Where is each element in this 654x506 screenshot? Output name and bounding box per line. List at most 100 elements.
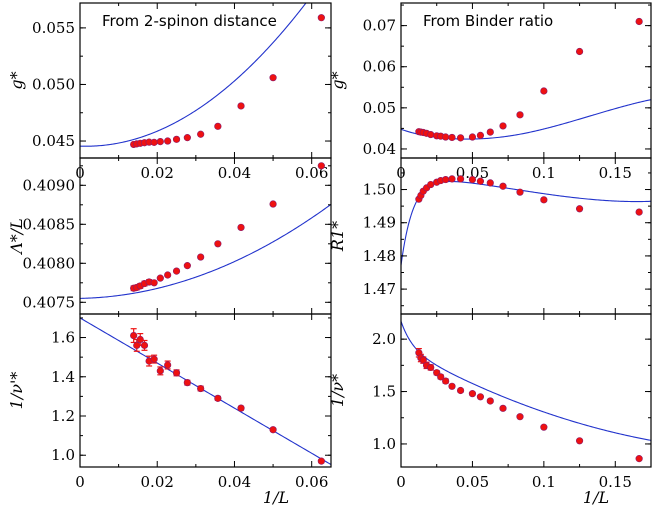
y-tick-label: 0.4085 <box>23 215 76 233</box>
y-tick-label: 0.07 <box>363 17 396 35</box>
y-tick-label: 1.0 <box>372 435 396 453</box>
panel-right-bottom: 0 0.05 0.1 0.15 1.0 1.5 2.0 1/ν* 1/L <box>328 313 652 506</box>
data-point <box>130 331 138 340</box>
y-tick-label: 1.0 <box>51 446 75 464</box>
data-point <box>486 179 494 187</box>
y-tick-label: 1.4 <box>51 368 75 386</box>
y-tick-label: 0.4075 <box>23 293 76 311</box>
fit-line <box>401 321 651 441</box>
panel-right-middle: 1.47 1.48 1.49 1.50 R1* <box>328 157 652 315</box>
data-point <box>197 253 205 261</box>
x-tick-label: 0.05 <box>456 164 489 182</box>
data-point <box>183 379 191 387</box>
data-point <box>427 130 435 139</box>
data-point <box>237 102 245 110</box>
data-point <box>164 361 172 369</box>
data-point <box>468 133 477 141</box>
x-tick-label: 0.02 <box>141 164 174 182</box>
y-tick-label: 0.4080 <box>23 254 76 272</box>
y-axis-title: g* <box>328 71 347 89</box>
y-axis-title: Λ*/L <box>7 218 26 256</box>
y-tick-label: 1.5 <box>372 383 396 401</box>
data-point <box>635 17 643 26</box>
panel-right-top: 0 0.05 0.1 0.150.040.050.060.07g*From Binde… <box>328 2 652 182</box>
panel-left-middle: 0.4075 0.4080 0.4085 0.4090 Λ*/L <box>7 157 332 315</box>
data-point <box>442 377 450 385</box>
data-point <box>197 130 205 138</box>
y-tick-label: 2.0 <box>372 330 396 348</box>
data-point <box>476 393 485 401</box>
data-point <box>635 208 643 216</box>
panel-left-bottom: 0 0.02 0.04 0.06 1.0 1.2 1.4 1.6 1/ν'* 1/L <box>7 313 332 506</box>
data-point <box>448 175 456 183</box>
x-tick-label: 0.02 <box>141 473 174 491</box>
data-point <box>164 137 172 145</box>
data-point <box>150 355 158 363</box>
y-axis-title: 1/ν* <box>328 374 347 407</box>
data-point <box>456 175 465 183</box>
data-point <box>499 122 507 130</box>
data-point <box>575 205 584 213</box>
x-tick-label: 0.15 <box>599 473 632 491</box>
x-tick-label: 0.1 <box>532 164 556 182</box>
data-point <box>448 133 456 142</box>
data-point <box>635 455 643 463</box>
axes-frame <box>79 313 332 468</box>
data-point <box>164 271 172 279</box>
data-point <box>136 335 144 344</box>
y-axis-title: g* <box>7 71 26 89</box>
x-tick-label: 0.1 <box>532 473 556 491</box>
data-point <box>575 47 584 56</box>
data-point <box>516 111 524 119</box>
data-point <box>427 180 435 189</box>
data-point <box>237 404 245 412</box>
data-point <box>486 128 494 136</box>
y-tick-label: 1.49 <box>363 214 396 232</box>
fit-line <box>80 3 307 147</box>
data-point <box>456 134 465 142</box>
data-point <box>214 122 222 130</box>
data-point <box>156 367 164 375</box>
data-point <box>172 135 181 143</box>
data-point <box>150 279 158 287</box>
data-point <box>516 413 524 421</box>
x-tick-label: 0.15 <box>599 164 632 182</box>
y-axis-title: 1/ν'* <box>7 372 26 410</box>
y-tick-label: 0.055 <box>32 19 75 37</box>
y-tick-label: 0.04 <box>363 140 396 158</box>
y-tick-label: 0.05 <box>363 99 396 117</box>
data-point <box>448 382 456 390</box>
data-point <box>150 138 158 146</box>
y-axis-title: R1* <box>328 221 347 252</box>
data-point <box>269 426 277 434</box>
y-tick-label: 1.47 <box>363 280 396 298</box>
data-point <box>172 267 181 275</box>
y-tick-label: 1.48 <box>363 247 396 265</box>
panel-annotation: From 2-spinon distance <box>102 12 277 30</box>
data-point <box>540 423 548 431</box>
data-point <box>437 373 445 381</box>
data-point <box>442 133 450 141</box>
y-tick-label: 0.06 <box>363 58 396 76</box>
x-axis-title: 1/L <box>263 488 289 506</box>
x-tick-label: 0.04 <box>218 164 251 182</box>
data-point <box>172 369 181 377</box>
data-point <box>468 390 477 398</box>
panel-annotation: From Binder ratio <box>423 12 553 30</box>
data-point <box>468 175 477 184</box>
data-point <box>476 177 485 185</box>
axes-frame <box>79 157 332 315</box>
data-point <box>269 200 277 208</box>
x-tick-label: 0.04 <box>218 473 251 491</box>
data-point <box>156 137 164 146</box>
fit-line <box>80 203 331 299</box>
data-point <box>499 182 507 190</box>
data-point <box>540 196 548 204</box>
data-point <box>214 240 222 248</box>
data-point <box>140 341 149 349</box>
data-point <box>183 134 191 142</box>
data-point <box>427 363 435 372</box>
data-point <box>214 394 222 402</box>
